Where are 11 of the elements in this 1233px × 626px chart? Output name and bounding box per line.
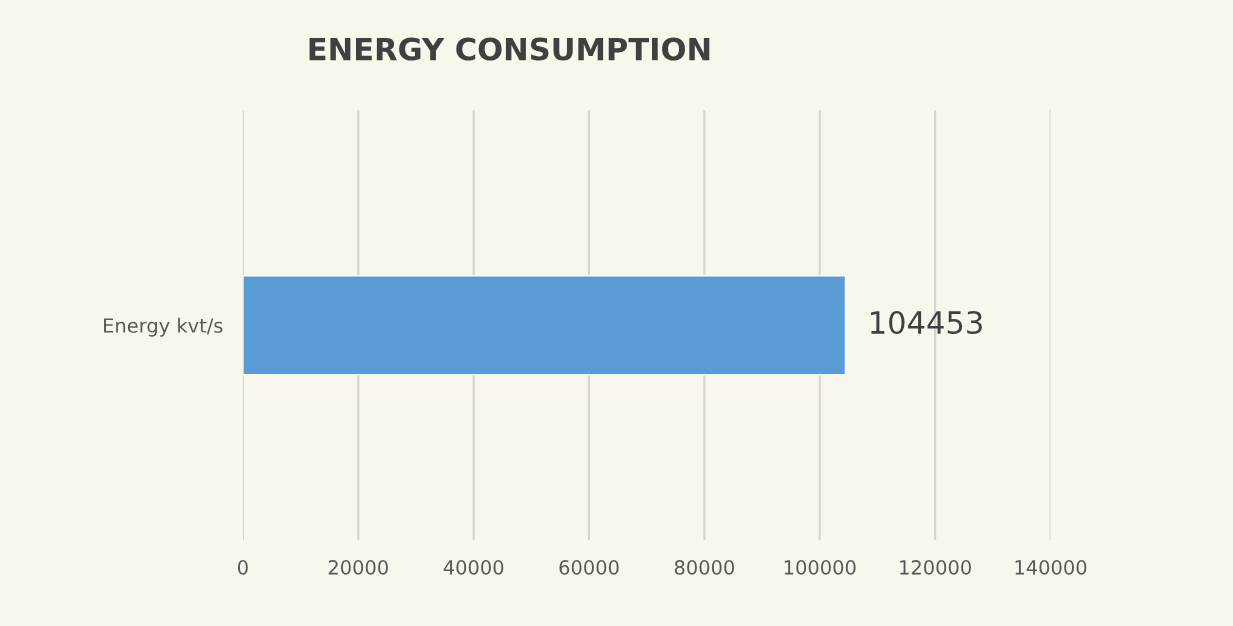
- x-tick-label: 100000: [784, 560, 856, 575]
- x-tick-label: 80000: [674, 560, 735, 575]
- x-tick-label: 40000: [443, 560, 504, 575]
- data-label: 104453: [871, 310, 982, 335]
- x-tick-label: 140000: [1015, 560, 1087, 575]
- x-tick-label: 60000: [559, 560, 619, 575]
- x-tick-label: 20000: [328, 560, 388, 575]
- chart-title: ENERGY CONSUMPTION: [309, 37, 710, 61]
- x-tick-label: 120000: [900, 560, 971, 575]
- y-tick-label: Energy kvt/s: [104, 317, 223, 337]
- x-tick-label: 0: [238, 560, 248, 575]
